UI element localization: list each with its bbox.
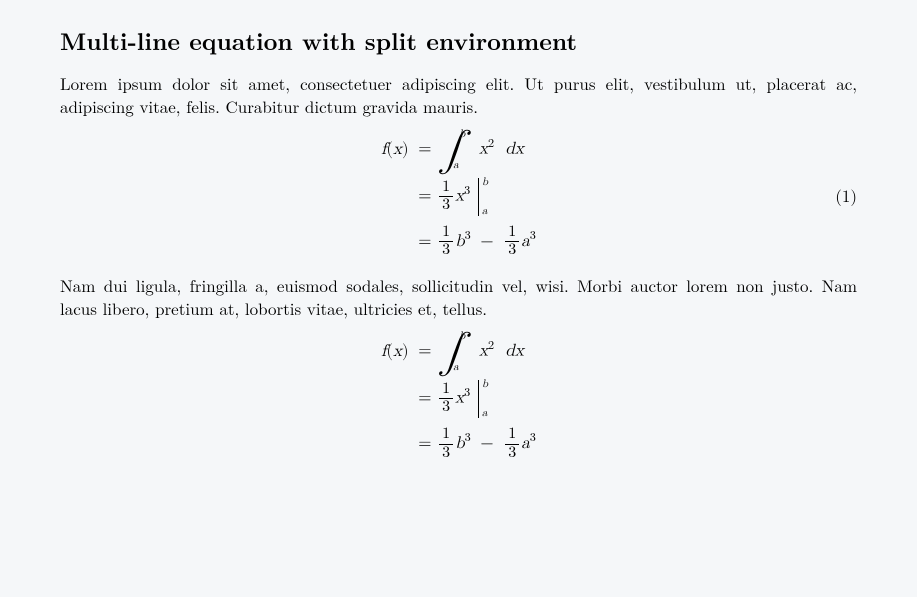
frac-num: 1 (439, 179, 453, 198)
int-lower: a (453, 159, 459, 172)
fraction-one-third: 1 3 (439, 381, 453, 417)
fn-name: f (381, 343, 386, 360)
frac-den: 3 (505, 445, 519, 463)
page: Multi-line equation with split environme… (0, 0, 917, 597)
frac-den: 3 (439, 197, 453, 215)
fraction-one-third: 1 3 (505, 426, 519, 462)
integrand-exp: 2 (488, 138, 494, 150)
evaluation-bar: b a (478, 380, 479, 418)
var-a: a (521, 435, 530, 452)
evaluation-bar: b a (478, 178, 479, 216)
eval-lower: a (482, 407, 488, 420)
frac-den: 3 (439, 445, 453, 463)
equation-2-line-1: f(x) = ∫ b a x2 dx (381, 328, 536, 376)
equation-1-line-1: f(x) = ∫ b a x2 dx (381, 126, 536, 174)
integrand-exp: 2 (488, 340, 494, 352)
equation-2-line-2: = 1 3 x3 b a (381, 376, 536, 422)
frac-den: 3 (439, 399, 453, 417)
int-upper: b (459, 128, 465, 141)
int-lower: a (453, 361, 459, 374)
fn-arg: x (393, 343, 402, 360)
eval-upper: b (482, 176, 488, 189)
fn-name: f (381, 141, 386, 158)
paragraph-2: Nam dui ligula, fringilla a, euismod sod… (60, 274, 857, 320)
var-b: b (455, 233, 464, 250)
power-3: 3 (464, 185, 470, 197)
power-3: 3 (465, 230, 471, 242)
power-3: 3 (465, 432, 471, 444)
integrand-base: x (479, 343, 488, 360)
frac-den: 3 (505, 242, 519, 260)
equation-2-body: f(x) = ∫ b a x2 dx = (381, 328, 536, 466)
eval-lower: a (482, 205, 488, 218)
equals-sign: = (418, 435, 431, 452)
frac-num: 1 (439, 224, 453, 243)
power-3: 3 (464, 387, 470, 399)
minus-sign: − (480, 233, 493, 250)
equals-sign: = (418, 141, 431, 158)
integral-icon: ∫ b a (439, 332, 466, 372)
diff-d: d (505, 141, 514, 158)
paragraph-1: Lorem ipsum dolor sit amet, consectetuer… (60, 72, 857, 118)
frac-num: 1 (505, 426, 519, 445)
equation-2: f(x) = ∫ b a x2 dx = (60, 328, 857, 466)
minus-sign: − (480, 435, 493, 452)
equals-sign: = (418, 343, 431, 360)
power-3: 3 (530, 230, 536, 242)
equals-sign: = (418, 188, 431, 205)
fraction-one-third: 1 3 (439, 426, 453, 462)
var-a: a (521, 233, 530, 250)
diff-var: x (515, 141, 524, 158)
frac-num: 1 (439, 426, 453, 445)
var-x: x (455, 188, 464, 205)
var-x: x (455, 390, 464, 407)
fraction-one-third: 1 3 (439, 224, 453, 260)
equals-sign: = (418, 390, 431, 407)
equals-sign: = (418, 233, 431, 250)
fraction-one-third: 1 3 (505, 224, 519, 260)
fraction-one-third: 1 3 (439, 179, 453, 215)
diff-d: d (505, 343, 514, 360)
power-3: 3 (530, 432, 536, 444)
diff-var: x (515, 343, 524, 360)
frac-num: 1 (505, 224, 519, 243)
frac-den: 3 (439, 242, 453, 260)
equation-1-body: f(x) = ∫ b a x2 dx = (381, 126, 536, 264)
page-title: Multi-line equation with split environme… (60, 24, 857, 58)
int-upper: b (459, 330, 465, 343)
equation-1: f(x) = ∫ b a x2 dx = (60, 126, 857, 264)
equation-1-line-3: = 1 3 b3 − 1 3 a3 (381, 220, 536, 264)
equation-1-line-2: = 1 3 x3 b a (381, 174, 536, 220)
fn-arg: x (393, 141, 402, 158)
equation-2-line-3: = 1 3 b3 − 1 3 a3 (381, 422, 536, 466)
var-b: b (455, 435, 464, 452)
eval-upper: b (482, 378, 488, 391)
integrand-base: x (479, 141, 488, 158)
equation-number: (1) (835, 183, 857, 207)
integral-icon: ∫ b a (439, 130, 466, 170)
frac-num: 1 (439, 381, 453, 400)
